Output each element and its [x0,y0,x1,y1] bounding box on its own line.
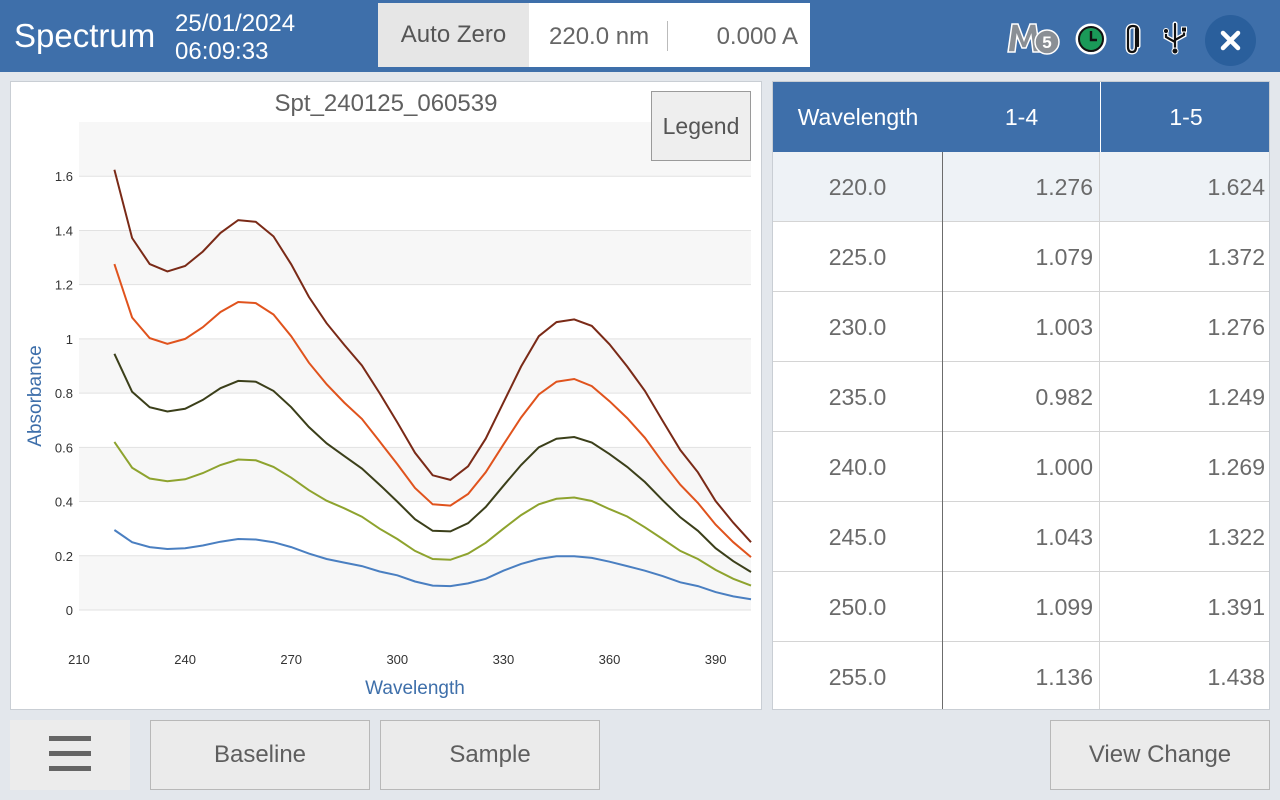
table-row[interactable]: 240.0 1.000 1.269 [773,432,1269,502]
view-change-button[interactable]: View Change [1050,720,1270,790]
cell-wavelength: 230.0 [773,292,943,362]
cell-1-5: 1.269 [1207,454,1265,480]
x-tick-label: 330 [493,652,515,667]
cell-1-5: 1.624 [1207,174,1265,200]
usb-icon[interactable] [1160,20,1190,56]
cell-1-4: 1.000 [943,432,1100,502]
date-display: 25/01/2024 [175,10,296,37]
cell-wavelength: 225.0 [773,222,943,292]
series-line-3 [113,353,752,573]
cell-wavelength: 245.0 [773,502,943,572]
cell-1-5: 1.249 [1207,384,1265,410]
series-line-5 [113,169,752,543]
x-tick-label: 360 [599,652,621,667]
baseline-button[interactable]: Baseline [150,720,370,790]
measurement-readout: 220.0 nm 0.000 A [529,3,810,67]
time-display: 06:09:33 [175,38,269,65]
header-bar: Spectrum 25/01/2024 06:09:33 Auto Zero 2… [0,0,1280,72]
cell-wavelength: 255.0 [773,642,943,709]
close-icon [1220,30,1241,51]
chart-title: Spt_240125_060539 [11,90,763,118]
spectrum-chart-panel[interactable]: 0 0.2 0.4 0.6 0.8 1 1.2 1.4 1.6 210 240 270 300 330 3… [10,81,762,710]
y-tick-label: 1.2 [55,278,73,293]
table-row[interactable]: 230.0 1.003 1.276 [773,292,1269,362]
wavelength-readout: 220.0 nm [549,23,650,50]
x-tick-label: 390 [705,652,727,667]
y-axis-label: Absorbance [25,345,46,446]
cell-1-5: 1.276 [1207,314,1265,340]
auto-zero-button[interactable]: Auto Zero [378,3,529,67]
y-tick-label: 0.2 [55,549,73,564]
grid-band [79,122,751,177]
cell-1-5: 1.372 [1207,244,1265,270]
cell-1-4: 1.003 [943,292,1100,362]
cell-wavelength: 250.0 [773,572,943,642]
x-tick-label: 240 [174,652,196,667]
close-button[interactable] [1205,15,1256,66]
x-tick-label: 270 [280,652,302,667]
paperclip-icon[interactable] [1121,22,1145,56]
cell-1-4: 0.982 [943,362,1100,432]
column-header-wavelength[interactable]: Wavelength [797,104,919,130]
grid-band [79,230,751,285]
cell-1-5: 1.322 [1207,524,1265,550]
table-row[interactable]: 250.0 1.099 1.391 [773,572,1269,642]
data-table[interactable]: Wavelength 1-4 1-5 220.0 1.276 1.624 225… [772,81,1270,710]
grid-band [79,447,751,502]
legend-button[interactable]: Legend [651,91,751,161]
grid-band [79,338,751,394]
cell-1-5: 1.391 [1207,594,1265,620]
table-row[interactable]: 255.0 1.136 1.438 [773,642,1269,709]
series-line-4 [113,263,752,558]
y-tick-label: 0.4 [55,495,73,510]
y-tick-label: 1.4 [55,223,73,238]
sample-button[interactable]: Sample [380,720,600,790]
column-header-1-5[interactable]: 1-5 [1100,82,1269,152]
y-tick-label: 0.6 [55,440,73,455]
y-tick-label: 1.6 [55,169,73,184]
cell-wavelength: 235.0 [773,362,943,432]
table-row[interactable]: 220.0 1.276 1.624 [773,152,1269,222]
y-tick-label: 0 [66,603,73,618]
table-row[interactable]: 225.0 1.079 1.372 [773,222,1269,292]
absorbance-readout: 0.000 A [716,23,798,50]
grid-band [79,555,751,610]
chart-title-text: Spt_240125_060539 [274,90,498,117]
cell-1-4: 1.043 [943,502,1100,572]
table-row[interactable]: 245.0 1.043 1.322 [773,502,1269,572]
cell-1-4: 1.276 [943,152,1100,222]
cell-wavelength: 240.0 [773,432,943,502]
cell-wavelength: 220.0 [773,152,943,222]
x-axis-label: Wavelength [365,678,465,699]
cell-1-5: 1.438 [1207,664,1265,690]
clock-icon[interactable] [1074,22,1108,56]
column-header-1-4[interactable]: 1-4 [1004,104,1039,130]
cell-1-4: 1.099 [943,572,1100,642]
cell-1-4: 1.079 [943,222,1100,292]
menu-button[interactable] [10,720,130,790]
readout-divider [667,21,668,51]
y-tick-label: 0.8 [55,386,73,401]
cell-1-4: 1.136 [943,642,1100,709]
page-title: Spectrum [14,17,156,54]
svg-text:5: 5 [1042,33,1051,52]
x-tick-label: 300 [386,652,408,667]
x-tick-label: 210 [68,652,90,667]
spectrum-chart: 0 0.2 0.4 0.6 0.8 1 1.2 1.4 1.6 210 240 270 300 330 3… [25,122,752,699]
series-line-2 [113,441,752,587]
table-row[interactable]: 235.0 0.982 1.249 [773,362,1269,432]
hamburger-menu-icon [49,736,91,771]
table-header: Wavelength 1-4 1-5 [773,82,1269,152]
series-line-1 [113,529,752,601]
y-tick-label: 1 [66,332,73,347]
m5-badge-icon[interactable]: 5 [1006,18,1062,56]
